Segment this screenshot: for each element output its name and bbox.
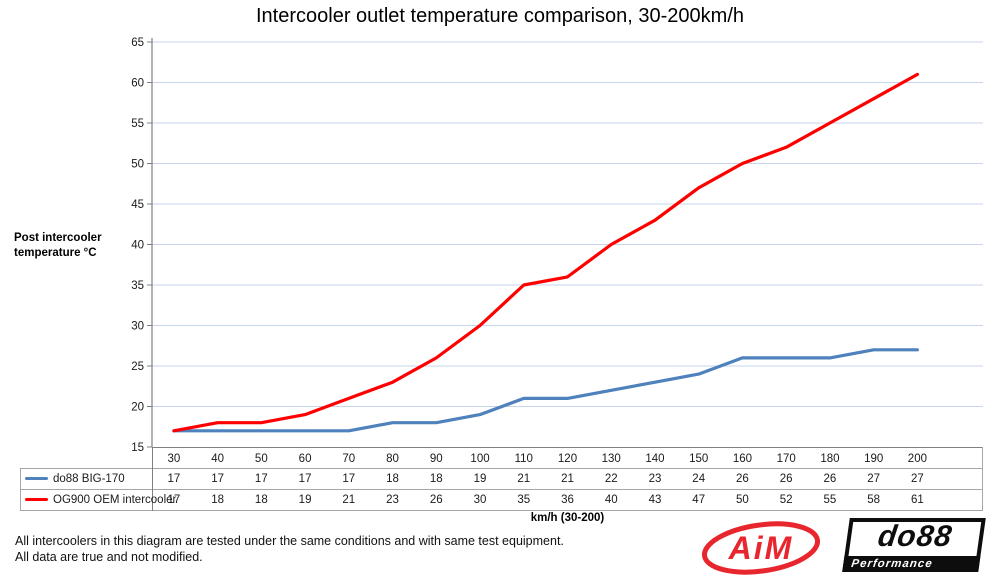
table-cell: 35 (517, 494, 531, 506)
aim-logo-ellipse (701, 521, 821, 575)
y-tick-label: 25 (131, 361, 144, 373)
table-cell: 21 (342, 494, 356, 506)
table-cell: 43 (648, 494, 662, 506)
table-cell: 21 (561, 473, 574, 485)
legend-label-do88: do88 BIG-170 (53, 473, 125, 485)
table-cell: 17 (298, 473, 312, 485)
x-category-label: 180 (820, 453, 840, 465)
series-line-1 (172, 72, 920, 433)
x-category-label: 80 (386, 453, 399, 465)
y-tick-label: 20 (131, 402, 144, 414)
table-cell: 24 (692, 473, 706, 485)
y-tick-label: 30 (131, 321, 144, 333)
aim-logo: AiM (701, 521, 821, 575)
x-category-label: 150 (689, 453, 709, 465)
x-axis-line (152, 447, 983, 448)
table-cell: 19 (473, 473, 487, 485)
table-cell: 27 (867, 473, 881, 485)
footer-note: All intercoolers in this diagram are tes… (15, 534, 564, 565)
x-category-label: 90 (429, 453, 443, 465)
y-axis-title: Post intercooler temperature °C (14, 231, 124, 261)
do88-logo-subtext: Performance (850, 558, 934, 570)
table-cell: 61 (910, 494, 924, 506)
x-category-label: 130 (601, 453, 621, 465)
table-cell: 47 (692, 494, 706, 506)
x-category-label: 60 (298, 453, 312, 465)
legend-swatch-do88 (25, 477, 48, 480)
y-tick-label: 60 (131, 78, 144, 90)
x-category-label: 200 (907, 453, 927, 465)
table-cell: 27 (910, 473, 924, 485)
x-category-label: 40 (211, 453, 224, 465)
table-left-border (20, 468, 21, 511)
x-category-label: 110 (514, 453, 533, 465)
table-cell: 23 (386, 494, 399, 506)
table-cell: 19 (298, 494, 312, 506)
y-tick-label: 65 (131, 37, 144, 49)
table-cell: 52 (779, 494, 793, 506)
table-cell: 22 (604, 473, 618, 485)
x-category-label: 190 (864, 453, 884, 465)
legend-swatch-oem (25, 498, 48, 501)
x-category-label: 70 (342, 453, 356, 465)
x-axis-title: km/h (30-200) (530, 512, 605, 524)
x-category-label: 170 (776, 453, 796, 465)
series-line-0 (172, 348, 920, 433)
table-cell: 26 (823, 473, 837, 485)
y-tick-label: 55 (131, 118, 144, 130)
table-right-border (982, 447, 983, 511)
table-cell: 55 (823, 494, 837, 506)
table-cell: 18 (254, 494, 268, 506)
legend-label-oem: OG900 OEM intercooler (53, 494, 177, 506)
table-cell: 30 (473, 494, 487, 506)
aim-logo-text: AiM (728, 530, 794, 566)
table-cell: 36 (561, 494, 574, 506)
table-bottom-border (20, 510, 983, 511)
y-axis-title-line1: Post intercooler (14, 232, 102, 244)
table-cell: 17 (254, 473, 268, 485)
do88-logo: do88 Performance (842, 518, 986, 572)
x-category-label: 100 (470, 453, 490, 465)
x-category-label: 140 (645, 453, 665, 465)
do88-logo-bar: Performance (842, 556, 981, 572)
y-tick-label: 40 (131, 240, 144, 252)
table-cell: 17 (211, 473, 224, 485)
table-cell: 21 (517, 473, 531, 485)
footer-line1: All intercoolers in this diagram are tes… (15, 534, 564, 548)
table-cell: 26 (736, 473, 749, 485)
table-cell: 50 (736, 494, 749, 506)
y-axis-title-line2: temperature °C (14, 247, 97, 259)
table-cell: 58 (867, 494, 881, 506)
table-cell: 26 (779, 473, 793, 485)
table-cell: 18 (429, 473, 443, 485)
do88-logo-text: do88 (875, 520, 955, 553)
y-tick-label: 50 (131, 159, 144, 171)
table-cell: 17 (167, 494, 181, 506)
table-cell: 18 (386, 473, 399, 485)
x-category-label: 160 (732, 453, 753, 465)
footer-line2: All data are true and not modified. (15, 549, 203, 564)
table-cell: 17 (342, 473, 356, 485)
y-tick-label: 15 (131, 442, 144, 454)
table-cell: 17 (167, 473, 181, 485)
table-cell: 23 (648, 473, 662, 485)
table-row-border-2 (20, 489, 983, 490)
table-cell: 18 (211, 494, 224, 506)
x-category-label: 50 (254, 453, 268, 465)
table-cell: 26 (429, 494, 443, 506)
table-cell: 40 (604, 494, 618, 506)
chart-title: Intercooler outlet temperature compariso… (255, 5, 745, 27)
x-category-label: 120 (557, 453, 578, 465)
y-tick-label: 45 (131, 199, 144, 211)
x-category-label: 30 (167, 453, 181, 465)
y-tick-label: 35 (131, 280, 144, 292)
table-row-border-1 (20, 468, 983, 469)
table-legend-separator (152, 447, 153, 511)
